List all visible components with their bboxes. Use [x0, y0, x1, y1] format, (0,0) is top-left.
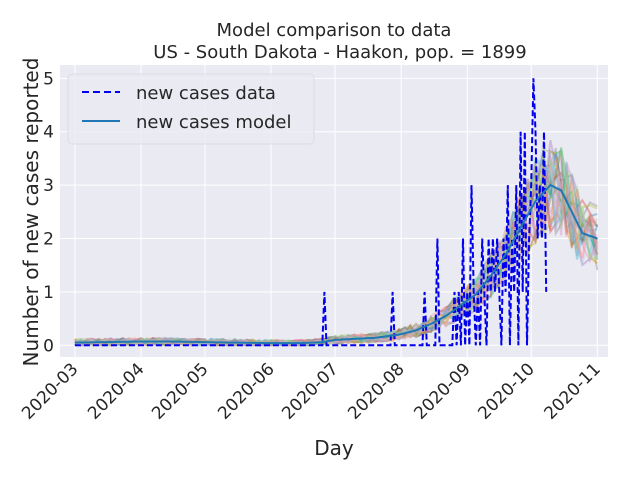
- y-tick-label: 4: [43, 123, 54, 143]
- legend-label-model: new cases model: [136, 112, 291, 133]
- x-tick-label: 2020-11: [541, 359, 605, 423]
- chart-subtitle: US - South Dakota - Haakon, pop. = 1899: [153, 42, 526, 63]
- x-tick-labels: 2020-03 2020-04 2020-05 2020-06 2020-07 2020-…: [18, 359, 605, 423]
- ensemble-line: [74, 147, 599, 347]
- y-tick-label: 2: [43, 229, 54, 249]
- chart-title: Model comparison to data: [217, 20, 452, 41]
- y-tick-label: 5: [43, 69, 54, 89]
- x-tick-label: 2020-06: [214, 359, 278, 423]
- legend-label-data: new cases data: [136, 83, 276, 104]
- y-tick-label: 0: [43, 336, 54, 356]
- x-tick-label: 2020-04: [84, 359, 148, 423]
- series-layer: [74, 78, 598, 347]
- model-series-line: [74, 183, 598, 345]
- x-tick-label: 2020-03: [18, 359, 82, 423]
- x-tick-label: 2020-08: [344, 359, 408, 423]
- y-tick-label: 3: [43, 176, 54, 196]
- data-series-line: [74, 78, 548, 347]
- y-axis-label: Number of new cases reported: [19, 58, 43, 367]
- y-tick-labels: 0 1 2 3 4 5: [43, 69, 54, 356]
- legend: new cases data new cases model: [67, 73, 315, 145]
- x-tick-label: 2020-05: [148, 359, 212, 423]
- legend-box: [67, 73, 315, 145]
- x-tick-label: 2020-07: [278, 359, 342, 423]
- y-tick-label: 1: [43, 283, 54, 303]
- x-tick-label: 2020-09: [410, 359, 474, 423]
- x-axis-label: Day: [314, 436, 354, 460]
- x-tick-label: 2020-10: [474, 359, 538, 423]
